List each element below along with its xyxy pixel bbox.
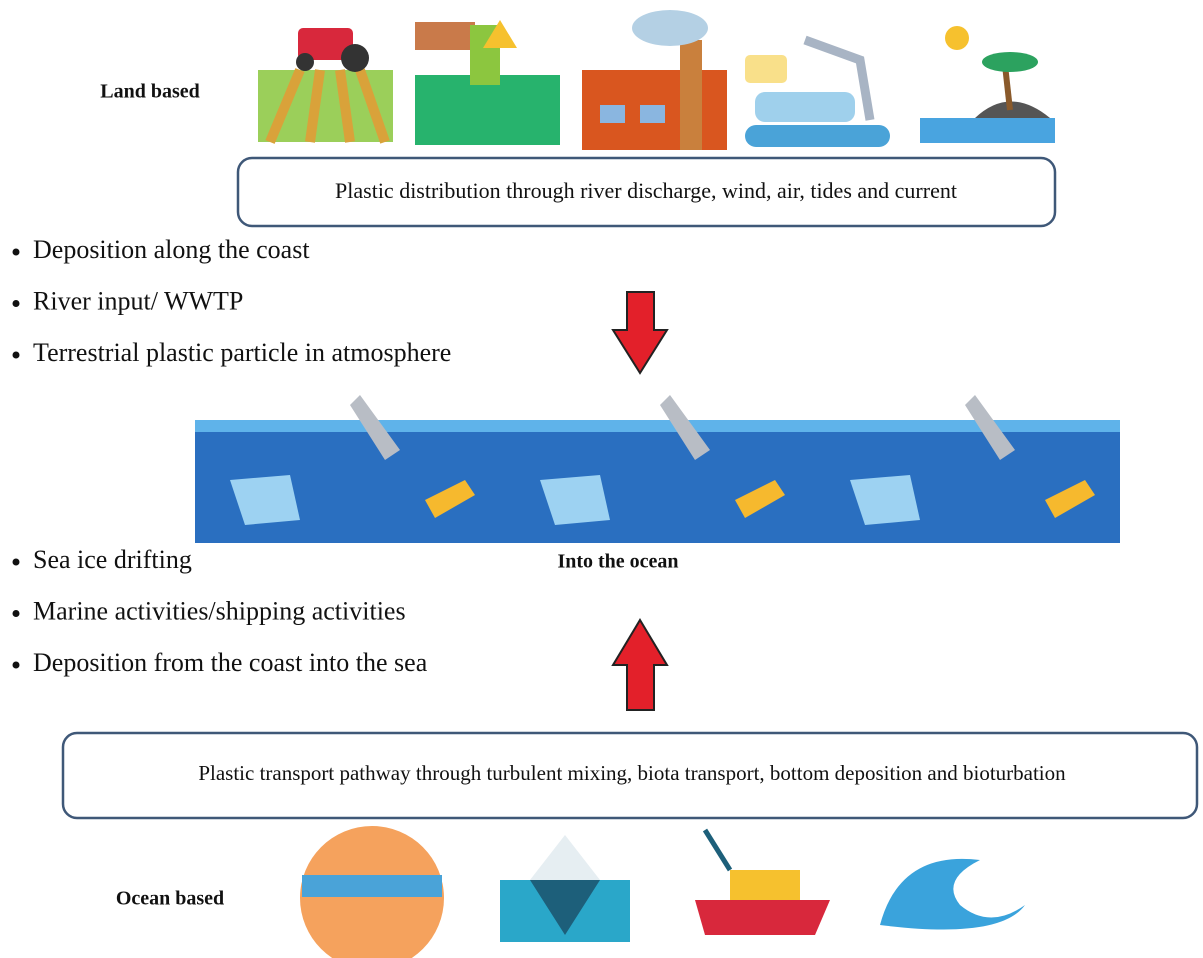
bullet-text: Deposition from the coast into the sea: [33, 648, 428, 677]
bullet: [13, 610, 20, 617]
bullet-text: Deposition along the coast: [33, 235, 310, 264]
bullet-text: Terrestrial plastic particle in atmosphe…: [33, 338, 451, 367]
bullet: [13, 352, 20, 359]
bullet: [13, 249, 20, 256]
ocean-icons: [300, 826, 1025, 958]
bullet-text: River input/ WWTP: [33, 286, 243, 315]
ocean-caption: Into the ocean: [557, 551, 678, 573]
ocean-box-text: Plastic transport pathway through turbul…: [198, 761, 1066, 785]
arrow-up: [613, 620, 667, 710]
ocean-band: [195, 395, 1120, 543]
land-icons: [258, 10, 1055, 150]
bullet-text: Sea ice drifting: [33, 545, 192, 574]
land-label: Land based: [100, 81, 200, 103]
bullet: [13, 300, 20, 307]
bullet: [13, 559, 20, 566]
bullet: [13, 662, 20, 669]
diagram: Land based Plastic distribution through …: [0, 0, 1203, 958]
land-box-text: Plastic distribution through river disch…: [335, 178, 957, 203]
ocean-label: Ocean based: [116, 888, 224, 910]
bullet-text: Marine activities/shipping activities: [33, 596, 406, 625]
arrow-down: [613, 292, 667, 373]
